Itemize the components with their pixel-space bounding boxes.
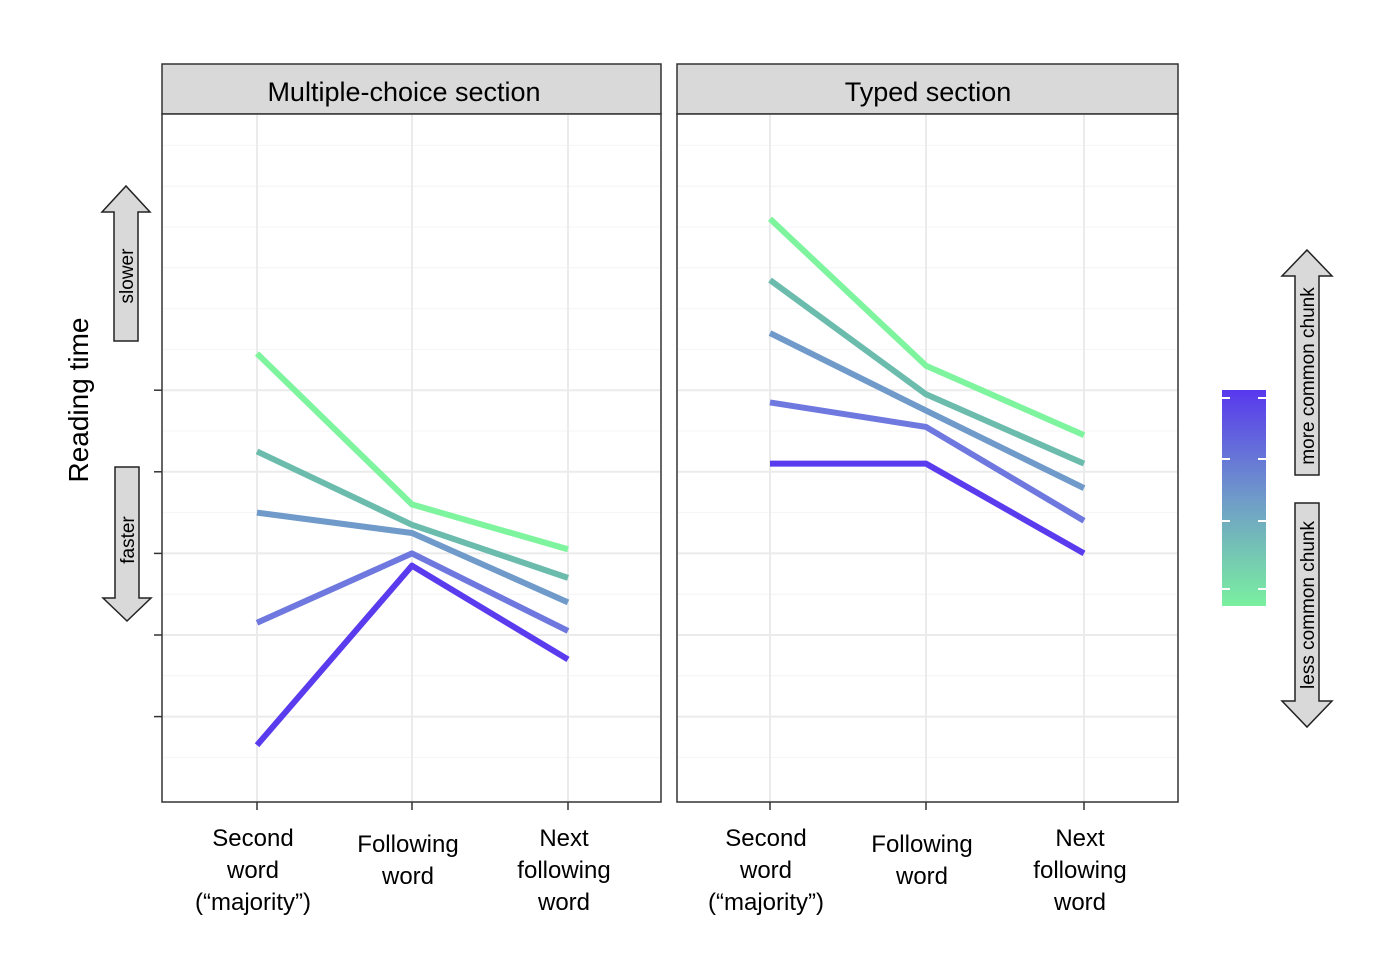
less-common-arrow-icon: less common chunk [1280, 502, 1334, 729]
more-common-label: more common chunk [1298, 287, 1319, 465]
series-line-2 [768, 330, 1086, 491]
panel-typed: Typed section Second word (“majority”) Foll… [676, 63, 1179, 916]
more-common-arrow-icon: more common chunk [1280, 248, 1334, 476]
x-axis-labels: Second word (“majority”) Following word Next f… [708, 825, 1127, 916]
series-line-3 [768, 277, 1086, 467]
series-line-3 [255, 448, 569, 581]
faster-label: faster [118, 516, 139, 564]
plot-area [676, 113, 1179, 803]
series-line-1 [769, 399, 1086, 524]
x-axis-ticks [256, 802, 569, 810]
y-axis-label: Reading time [63, 318, 94, 483]
panel-strip [161, 63, 662, 115]
x-tick-label: Next following word [517, 825, 610, 916]
x-tick-label: Next following word [1033, 825, 1126, 916]
colorbar-ticks [1222, 397, 1266, 590]
series-line-0 [254, 562, 570, 748]
x-tick-label: Second word (“majority”) [708, 825, 824, 916]
series-line-0 [770, 460, 1086, 557]
series-line-2 [256, 509, 570, 606]
slower-label: slower [117, 248, 138, 304]
x-axis-ticks [769, 802, 1085, 810]
panel-multiple-choice: Multiple-choice section Second word (“majo… [161, 63, 662, 916]
series-line-4 [767, 216, 1086, 438]
y-axis-ticks [154, 389, 162, 718]
x-axis-labels: Second word (“majority”) Following word Next f… [195, 825, 611, 916]
x-tick-label: Following word [357, 831, 458, 890]
series-lines [254, 351, 570, 748]
x-tick-label: Following word [871, 831, 972, 890]
panel-title: Typed section [845, 77, 1012, 107]
faster-arrow-icon: faster [101, 466, 153, 623]
slower-arrow-icon: slower [100, 184, 152, 342]
less-common-label: less common chunk [1298, 521, 1319, 689]
gridlines [678, 115, 1177, 801]
series-lines [767, 216, 1086, 557]
x-tick-label: Second word (“majority”) [195, 825, 311, 916]
series-line-4 [254, 351, 569, 553]
colorbar-legend: more common chunk less common chunk [1222, 248, 1334, 729]
colorbar [1222, 390, 1266, 606]
panel-title: Multiple-choice section [267, 77, 540, 107]
series-line-1 [255, 550, 570, 634]
gridlines [163, 115, 660, 801]
